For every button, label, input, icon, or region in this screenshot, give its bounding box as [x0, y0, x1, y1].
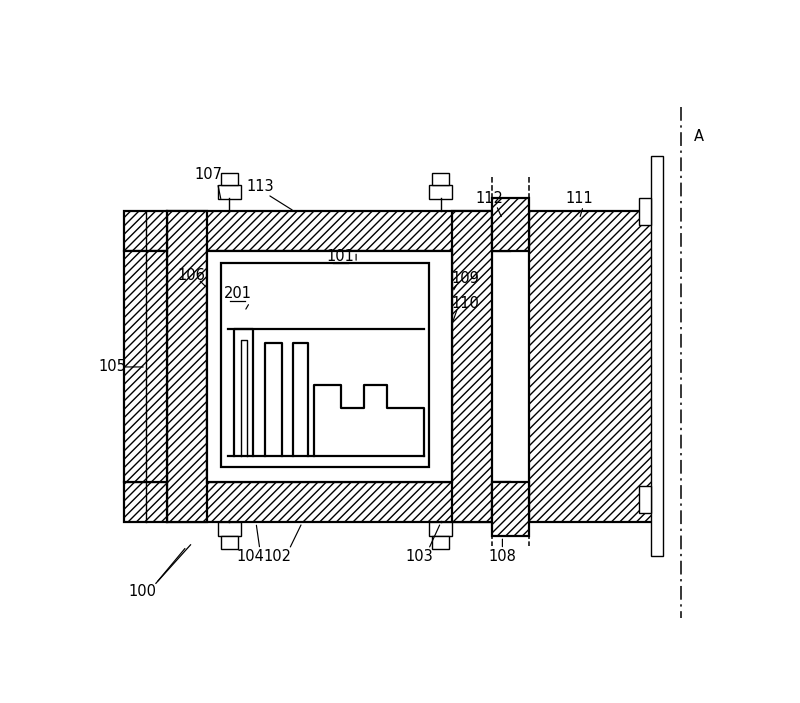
- Bar: [452, 212, 492, 522]
- Bar: [432, 173, 450, 185]
- Text: 109: 109: [451, 271, 479, 286]
- Bar: [222, 263, 430, 467]
- Text: 201: 201: [223, 286, 251, 302]
- Bar: [123, 212, 167, 252]
- Bar: [123, 482, 167, 522]
- Text: 113: 113: [246, 179, 274, 194]
- Bar: [218, 522, 241, 536]
- Bar: [167, 482, 510, 522]
- Text: 112: 112: [475, 191, 503, 206]
- Text: 101: 101: [326, 249, 354, 264]
- Bar: [492, 482, 530, 536]
- Bar: [207, 252, 452, 482]
- Bar: [432, 536, 450, 548]
- Bar: [430, 185, 452, 199]
- Bar: [123, 252, 167, 482]
- Bar: [651, 156, 663, 556]
- Text: 102: 102: [263, 549, 291, 564]
- Bar: [218, 185, 241, 199]
- Text: 107: 107: [194, 167, 222, 182]
- Bar: [492, 198, 530, 252]
- Bar: [221, 536, 238, 548]
- Text: 111: 111: [566, 191, 594, 206]
- Text: 106: 106: [178, 268, 206, 283]
- Text: A: A: [694, 129, 704, 144]
- Bar: [638, 198, 651, 224]
- Text: 105: 105: [99, 359, 126, 375]
- Bar: [167, 212, 207, 522]
- Bar: [221, 173, 238, 185]
- Bar: [530, 212, 653, 522]
- Bar: [638, 486, 651, 513]
- Bar: [167, 212, 510, 252]
- Text: 104: 104: [237, 549, 265, 564]
- Text: 108: 108: [489, 549, 516, 564]
- Text: 103: 103: [406, 549, 433, 564]
- Text: 110: 110: [451, 296, 479, 311]
- Text: 100: 100: [128, 583, 156, 598]
- Bar: [430, 522, 452, 536]
